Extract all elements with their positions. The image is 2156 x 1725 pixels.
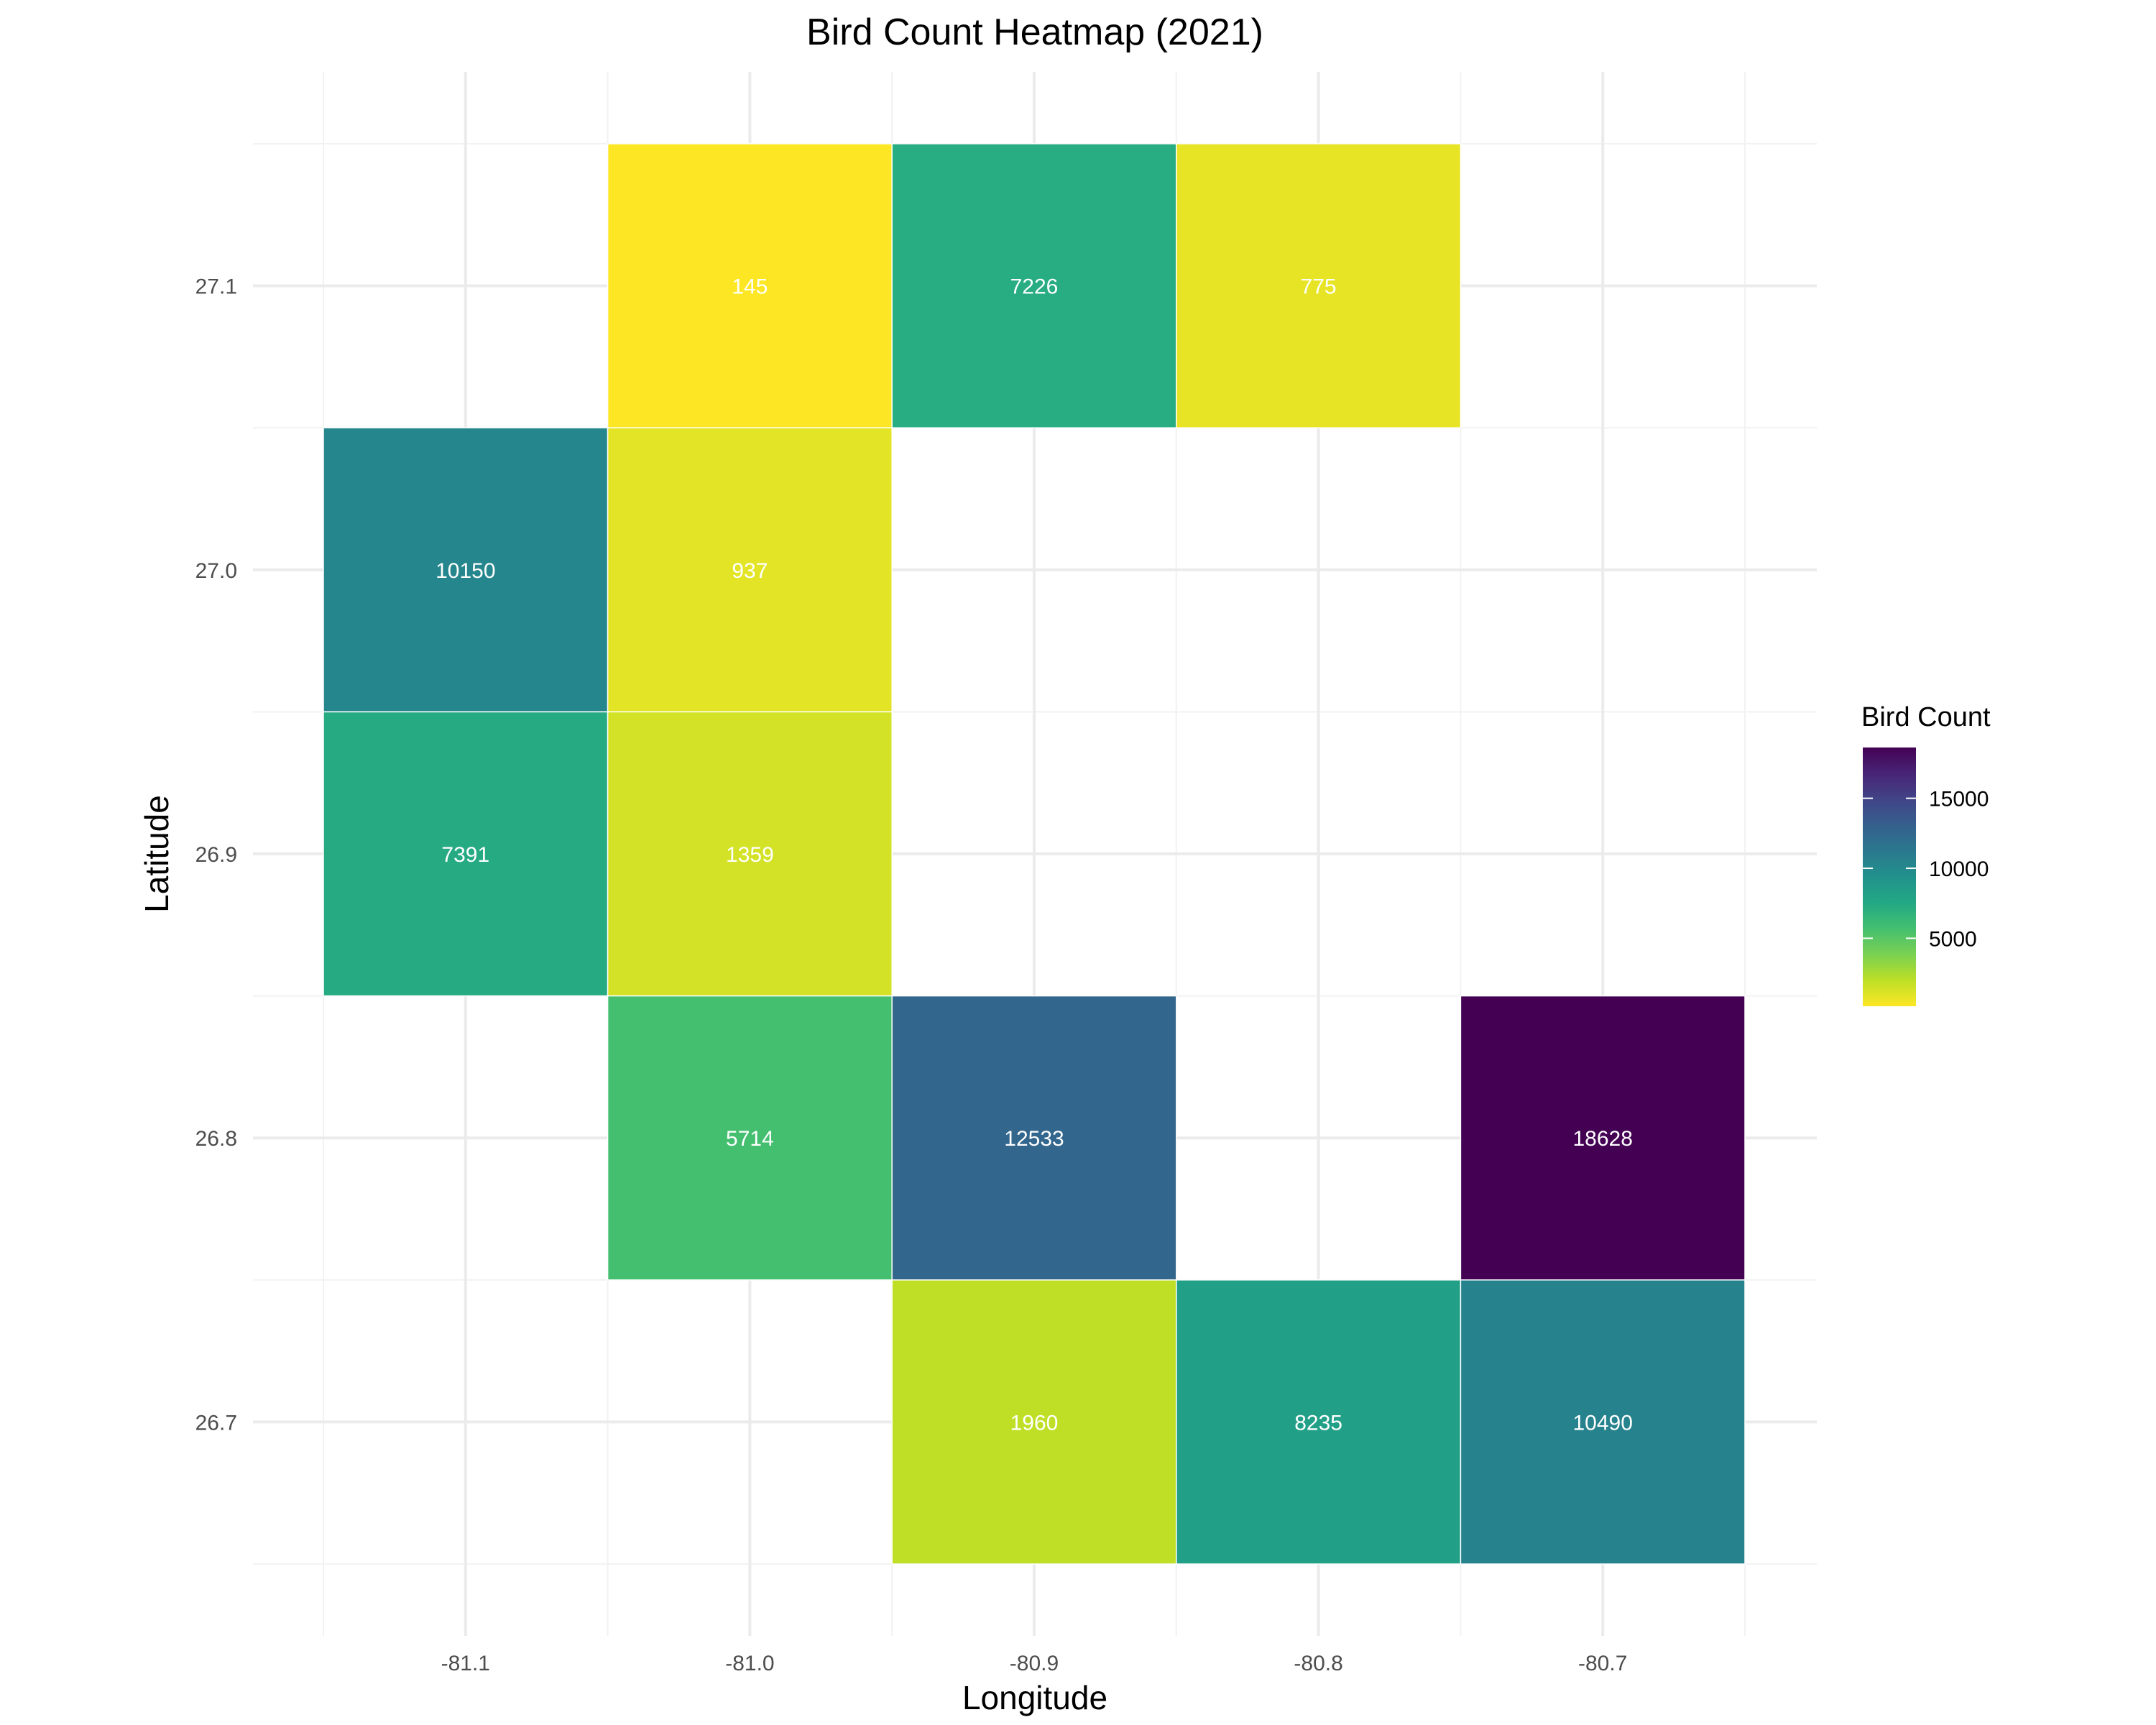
heatmap-cell [891, 995, 1177, 1281]
y-tick-label: 26.7 [195, 1411, 237, 1435]
legend-title: Bird Count [1861, 702, 1991, 732]
cell-value-label: 8235 [1294, 1411, 1342, 1435]
heatmap-cell [1176, 1279, 1462, 1565]
y-tick-label: 27.1 [195, 275, 237, 299]
heatmap-cell [1460, 995, 1746, 1281]
heatmap-cell [607, 995, 893, 1281]
y-tick-label: 27.0 [195, 559, 237, 583]
heatmap-cell [323, 427, 609, 713]
heatmap-cell [607, 711, 893, 997]
heatmap-cell [607, 143, 893, 428]
x-tick-label: -80.9 [1010, 1652, 1059, 1675]
cell-value-label: 10490 [1572, 1411, 1632, 1435]
x-tick-label: -81.0 [725, 1652, 774, 1675]
color-legend: Bird Count 5000 10000 15000 [1861, 702, 1991, 1006]
y-axis-title: Latitude [138, 795, 175, 913]
x-tick-label: -80.8 [1294, 1652, 1342, 1675]
cell-value-label: 12533 [1004, 1127, 1064, 1151]
heatmap-cell [891, 143, 1177, 428]
heatmap-cells [323, 143, 1746, 1565]
y-tick-label: 26.8 [195, 1127, 237, 1151]
cell-value-labels: 145 7226 775 10150 937 7391 1359 5714 12533 18628… [436, 275, 1633, 1435]
heatmap-cell [607, 427, 893, 713]
legend-colorbar [1863, 748, 1916, 1006]
y-tick-label: 26.9 [195, 843, 237, 867]
cell-value-label: 775 [1301, 275, 1337, 299]
cell-value-label: 145 [732, 275, 768, 299]
x-tick-label: -81.1 [441, 1652, 490, 1675]
cell-value-label: 1359 [726, 843, 774, 867]
y-axis-tick-labels: 27.1 27.0 26.9 26.8 26.7 [195, 275, 237, 1435]
x-tick-label: -80.7 [1578, 1652, 1627, 1675]
legend-tick-label: 10000 [1929, 857, 1989, 881]
x-axis-title: Longitude [962, 1679, 1107, 1716]
cell-value-label: 18628 [1572, 1127, 1632, 1151]
cell-value-label: 5714 [726, 1127, 774, 1151]
legend-tick-label: 15000 [1929, 788, 1989, 811]
x-axis-tick-labels: -81.1 -81.0 -80.9 -80.8 -80.7 [441, 1652, 1628, 1675]
heatmap-cell [323, 711, 609, 997]
cell-value-label: 1960 [1010, 1411, 1059, 1435]
cell-value-label: 7226 [1010, 275, 1059, 299]
cell-value-label: 937 [732, 559, 768, 583]
cell-value-label: 10150 [436, 559, 495, 583]
legend-tick-label: 5000 [1929, 927, 1977, 951]
heatmap-cell [891, 1279, 1177, 1565]
heatmap-cell [1176, 143, 1462, 428]
cell-value-label: 7391 [441, 843, 489, 867]
chart-title: Bird Count Heatmap (2021) [806, 12, 1263, 53]
heatmap-cell [1460, 1279, 1746, 1565]
